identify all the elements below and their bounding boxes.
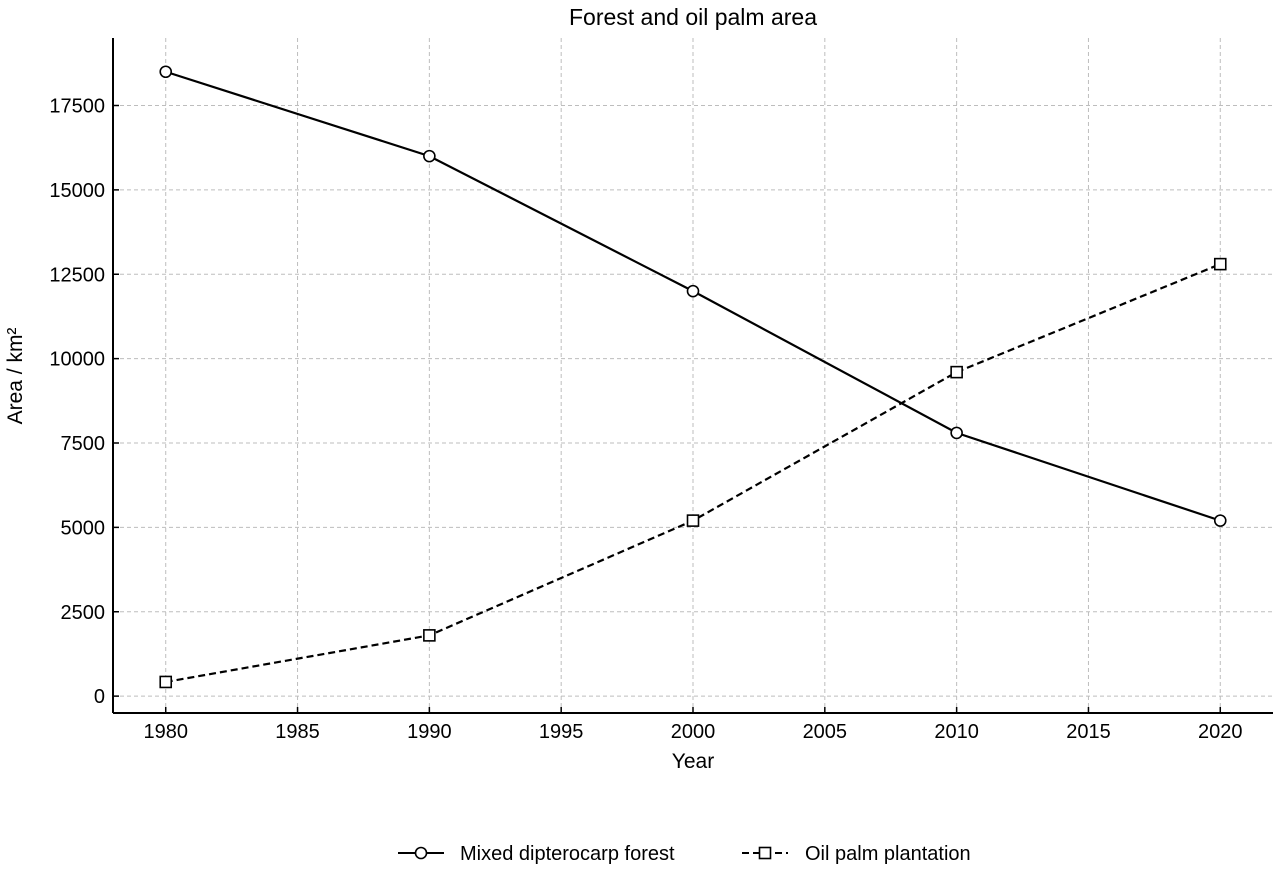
data-point-forest xyxy=(686,284,700,298)
x-tick-label: 2015 xyxy=(1066,721,1111,743)
x-axis-ticks: 1980 1985 1990 1995 2000 2005 2010 2015 2020 xyxy=(143,707,1243,743)
data-point-forest xyxy=(950,426,963,440)
y-tick-label: 0 xyxy=(94,686,105,708)
legend: Mixed dipterocarp forest Oil palm planta… xyxy=(398,843,971,865)
y-tick-label: 7500 xyxy=(61,433,106,455)
x-tick-label: 1985 xyxy=(275,721,320,743)
data-point-oil-palm xyxy=(686,514,700,527)
y-tick-label: 2500 xyxy=(61,602,106,624)
x-axis-label: Year xyxy=(672,750,714,773)
x-tick-label: 1995 xyxy=(539,721,584,743)
x-tick-label: 1980 xyxy=(143,721,188,743)
data-point-oil-palm xyxy=(1213,257,1227,271)
data-point-forest xyxy=(159,65,173,79)
grid xyxy=(113,38,1273,713)
chart-title: Forest and oil palm area xyxy=(569,4,817,30)
legend-marker-square xyxy=(758,846,772,860)
y-tick-label: 10000 xyxy=(49,349,105,371)
legend-item-oil-palm: Oil palm plantation xyxy=(742,843,971,865)
data-point-forest xyxy=(423,149,436,163)
y-axis-label: Area / km² xyxy=(4,328,27,425)
y-axis-ticks: 0 2500 5000 7500 10000 12500 15000 17500 xyxy=(49,96,119,708)
x-tick-label: 2000 xyxy=(671,721,716,743)
data-point-forest xyxy=(1213,514,1227,527)
legend-marker-circle xyxy=(414,846,428,860)
y-tick-label: 12500 xyxy=(49,264,105,286)
legend-label-oil-palm: Oil palm plantation xyxy=(805,843,971,865)
y-tick-label: 15000 xyxy=(49,180,105,202)
series-plot-area xyxy=(159,65,1227,689)
y-tick-label: 17500 xyxy=(49,96,105,118)
legend-item-forest: Mixed dipterocarp forest xyxy=(398,843,675,865)
x-tick-label: 1990 xyxy=(407,721,452,743)
x-tick-label: 2005 xyxy=(803,721,848,743)
series-oil-palm xyxy=(159,257,1227,689)
y-tick-label: 5000 xyxy=(61,517,106,539)
data-point-oil-palm xyxy=(423,629,436,642)
data-point-oil-palm xyxy=(950,365,963,379)
series-forest xyxy=(159,65,1227,527)
data-point-oil-palm xyxy=(159,675,173,689)
x-tick-label: 2010 xyxy=(934,721,979,743)
legend-label-forest: Mixed dipterocarp forest xyxy=(460,843,675,865)
x-tick-label: 2020 xyxy=(1198,721,1243,743)
